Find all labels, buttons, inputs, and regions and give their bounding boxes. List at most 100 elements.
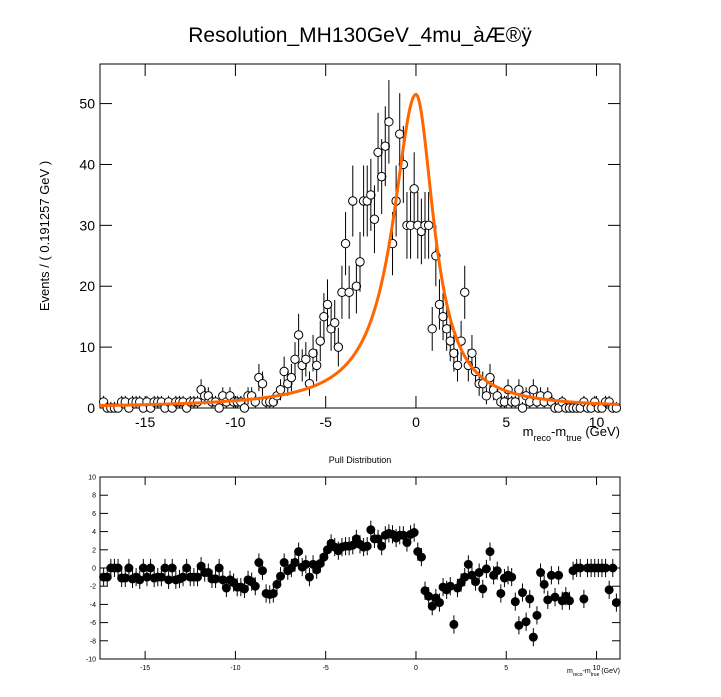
- data-point: [340, 238, 351, 249]
- y-tick-label: -4: [90, 602, 96, 609]
- y-tick-label: -8: [90, 638, 96, 645]
- y-tick-label: 0: [92, 566, 96, 573]
- data-point: [402, 538, 412, 548]
- data-point: [376, 171, 387, 182]
- data-point: [517, 403, 528, 413]
- data-point: [611, 598, 621, 608]
- y-tick-label: -6: [90, 620, 96, 627]
- data-point: [308, 348, 318, 358]
- pull-title: Pull Distribution: [329, 455, 392, 465]
- data-point: [452, 360, 463, 371]
- data-point: [211, 574, 221, 584]
- data-point: [474, 568, 484, 578]
- y-tick-label: 0: [87, 400, 95, 416]
- x-tick-label: -5: [319, 414, 332, 430]
- data-point: [293, 330, 304, 340]
- y-tick-label: 50: [79, 96, 95, 112]
- data-point: [258, 566, 267, 576]
- data-point: [333, 342, 344, 352]
- data-point: [214, 403, 224, 413]
- data-point: [492, 566, 502, 576]
- data-point: [460, 572, 470, 582]
- y-tick-label: 8: [92, 493, 96, 500]
- data-point: [460, 287, 470, 298]
- data-point: [528, 632, 538, 642]
- data-point: [539, 579, 549, 589]
- data-point: [362, 541, 372, 551]
- chart-title: Resolution_MH130GeV_4mu_àÆ®ÿ: [188, 24, 532, 47]
- data-point: [257, 378, 268, 389]
- data-point: [290, 354, 300, 364]
- data-point: [398, 530, 408, 540]
- top-plot-frame: [99, 63, 621, 409]
- data-point: [102, 572, 112, 582]
- x-tick-label: 0: [414, 665, 418, 672]
- data-point: [373, 534, 383, 544]
- data-point: [319, 552, 329, 562]
- data-point: [182, 563, 192, 573]
- bottom-panel: Pull Distribution -15 -10 -5 0 5 10-10-8-6-4-…: [86, 455, 621, 678]
- data-point: [518, 588, 527, 598]
- data-point: [525, 594, 535, 604]
- data-point: [536, 568, 546, 578]
- data-point: [348, 196, 358, 206]
- y-tick-label: 20: [79, 278, 95, 294]
- data-point: [427, 601, 437, 611]
- data-point: [272, 579, 282, 589]
- data-point: [463, 559, 473, 569]
- data-point: [113, 563, 123, 573]
- data-point: [485, 547, 495, 557]
- data-point: [481, 391, 492, 401]
- data-point: [351, 281, 362, 291]
- data-point: [142, 572, 152, 582]
- y-tick-label: 4: [92, 529, 96, 536]
- data-point: [322, 299, 333, 310]
- x-tick-label: 10: [593, 665, 601, 672]
- data-point: [239, 584, 249, 594]
- data-point: [193, 572, 202, 582]
- data-point: [514, 620, 524, 630]
- data-point: [608, 563, 618, 573]
- data-point: [167, 563, 177, 573]
- data-point: [604, 585, 614, 595]
- data-point: [344, 287, 354, 298]
- data-point: [369, 214, 380, 224]
- data-point: [445, 581, 455, 591]
- data-point: [315, 336, 325, 346]
- data-point: [532, 610, 542, 620]
- data-point: [579, 594, 589, 604]
- x-tick-label: -10: [225, 414, 245, 430]
- y-tick-label: 40: [79, 156, 95, 172]
- x-tick-label: 5: [502, 414, 510, 430]
- top-ticks: -15 -10 -5 0 5 10 0 10 20 30 40 50: [79, 64, 620, 430]
- data-point: [366, 190, 376, 200]
- data-point: [441, 324, 452, 334]
- data-point: [445, 336, 455, 346]
- data-point: [355, 257, 365, 267]
- data-point: [424, 591, 434, 601]
- data-point: [554, 570, 564, 580]
- data-point: [521, 617, 531, 627]
- data-point: [423, 220, 434, 231]
- data-point: [380, 141, 390, 151]
- data-point: [427, 324, 437, 334]
- x-tick-label: 5: [504, 665, 508, 672]
- data-point: [254, 558, 264, 568]
- data-point: [239, 403, 250, 413]
- data-point: [146, 563, 156, 573]
- data-point: [275, 385, 286, 395]
- data-point: [304, 572, 314, 582]
- data-point: [481, 564, 491, 574]
- data-point: [124, 563, 134, 573]
- data-point: [467, 348, 477, 358]
- data-point: [564, 596, 574, 606]
- data-point: [301, 354, 311, 364]
- x-tick-label: 10: [589, 414, 605, 430]
- data-point: [279, 558, 289, 568]
- data-point: [434, 299, 445, 310]
- data-point: [319, 311, 329, 322]
- x-tick-label: -5: [323, 665, 329, 672]
- data-point: [395, 129, 405, 139]
- data-point: [276, 571, 286, 581]
